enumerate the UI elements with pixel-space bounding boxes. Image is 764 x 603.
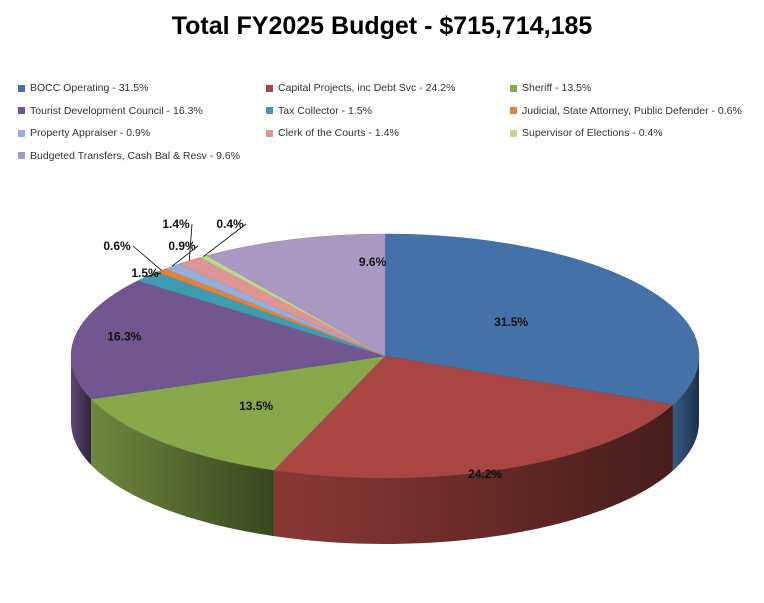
data-label: 16.3%: [107, 329, 141, 343]
legend-item: Supervisor of Elections - 0.4%: [510, 127, 663, 139]
legend-label: Tourist Development Council - 16.3%: [30, 104, 203, 117]
legend-item: Tourist Development Council - 16.3%: [18, 105, 203, 117]
legend-label: Tax Collector - 1.5%: [278, 104, 372, 117]
pie-labels: 31.5% 24.2% 13.5% 16.3% 1.5%0.6% 0.9% 1.4% 0.4%…: [103, 217, 528, 481]
legend-label: Clerk of the Courts - 1.4%: [278, 127, 399, 139]
pie-slice-side: [71, 356, 92, 465]
legend-swatch: [510, 129, 517, 137]
pie-slice-side: [91, 398, 274, 537]
legend-swatch: [18, 129, 25, 137]
legend-swatch: [510, 84, 517, 92]
data-label: 0.9%: [168, 239, 196, 253]
pie-tops: [70, 233, 700, 479]
data-label: 9.6%: [359, 255, 387, 269]
legend-swatch: [18, 84, 25, 92]
data-label: 31.5%: [494, 315, 528, 329]
legend-item: Sheriff - 13.5%: [510, 82, 591, 94]
legend-item: Judicial, State Attorney, Public Defende…: [510, 105, 742, 117]
legend-label: Budgeted Transfers, Cash Bal & Resv - 9.…: [30, 149, 241, 162]
pie-slice: [70, 280, 386, 400]
legend-item: Clerk of the Courts - 1.4%: [266, 127, 399, 139]
legend-item: Tax Collector - 1.5%: [266, 105, 372, 117]
leader-line: [147, 272, 162, 277]
legend-label: Supervisor of Elections - 0.4%: [522, 127, 663, 139]
legend-label: Property Appraiser - 0.9%: [30, 127, 151, 139]
legend-label: Capital Projects, inc Debt Svc - 24.2%: [278, 82, 456, 94]
data-label: 0.6%: [103, 239, 131, 253]
legend-item: Capital Projects, inc Debt Svc - 24.2%: [266, 82, 455, 94]
pie-slice: [90, 355, 386, 471]
legend-item: BOCC Operating - 31.5%: [18, 82, 148, 94]
leader-line: [171, 245, 199, 267]
pie-slice-side: [672, 356, 699, 471]
pie-slice: [384, 233, 700, 405]
legend-item: Budgeted Transfers, Cash Bal & Resv - 9.…: [18, 150, 240, 162]
leader-line: [203, 223, 247, 257]
chart-title: Total FY2025 Budget - $715,714,185: [171, 12, 593, 40]
pie-sides: [71, 356, 699, 544]
legend-swatch: [266, 107, 273, 114]
leader-line: [188, 223, 193, 261]
pie-slice: [206, 233, 386, 357]
legend-label: BOCC Operating - 31.5%: [30, 82, 149, 94]
legend-swatch: [510, 107, 517, 114]
data-label: 24.2%: [468, 467, 502, 481]
legend-swatch: [266, 84, 273, 92]
legend-item: Property Appraiser - 0.9%: [18, 127, 150, 139]
legend-label: Sheriff - 13.5%: [522, 82, 592, 94]
legend-label: Judicial, State Attorney, Public Defende…: [522, 104, 742, 117]
data-label: 0.4%: [216, 217, 244, 231]
legend-swatch: [18, 152, 25, 159]
legend-swatch: [266, 129, 273, 137]
data-label: 1.4%: [162, 217, 190, 231]
data-label: 13.5%: [239, 399, 273, 413]
pie-slice-side: [273, 404, 673, 544]
pie-slice: [273, 355, 674, 479]
data-label: 1.5%: [131, 266, 159, 280]
legend-swatch: [18, 107, 25, 114]
leader-line: [132, 245, 162, 271]
